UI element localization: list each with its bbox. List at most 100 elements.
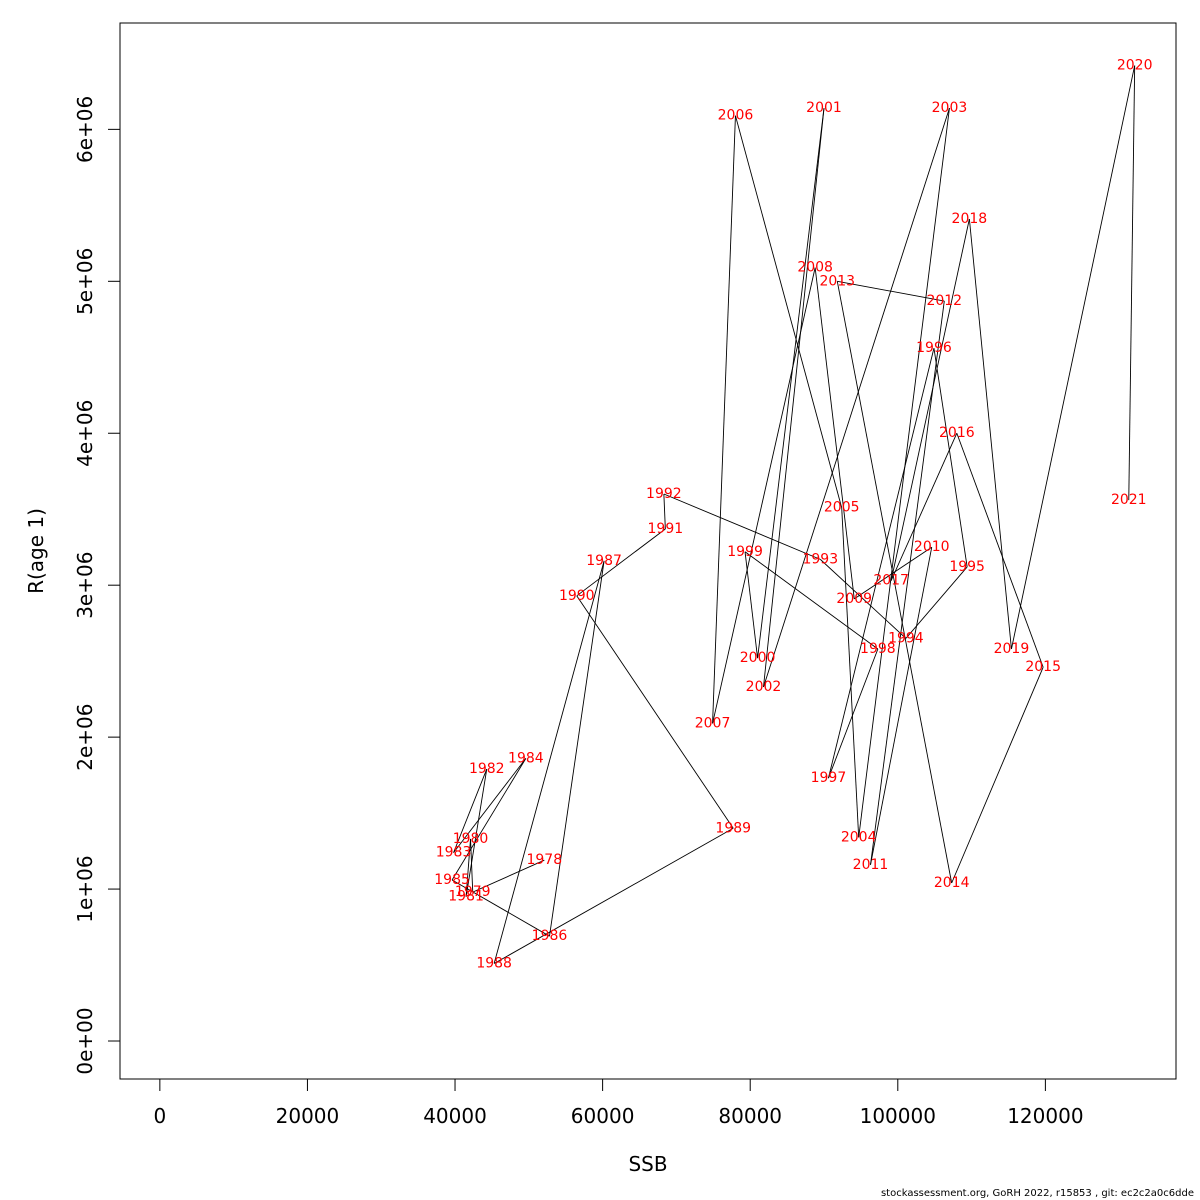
footer-credit: stockassessment.org, GoRH 2022, r15853 ,… — [880, 1188, 1194, 1199]
segment-1979-1980 — [470, 838, 474, 893]
segment-1987-1988 — [493, 560, 605, 964]
point-label-2014: 2014 — [934, 875, 970, 891]
point-label-1994: 1994 — [888, 630, 924, 646]
segment-2007-2008 — [712, 267, 816, 724]
y-tick-label: 6e+06 — [73, 96, 97, 163]
segment-1991-1992 — [663, 494, 666, 529]
x-tick-label: 120000 — [1007, 1104, 1083, 1128]
point-label-2016: 2016 — [939, 425, 975, 441]
point-label-2008: 2008 — [797, 260, 833, 276]
segment-2013-2014 — [836, 281, 953, 884]
segment-1978-1979 — [472, 859, 545, 893]
point-label-2007: 2007 — [695, 715, 731, 731]
segment-1981-1982 — [465, 768, 488, 897]
segment-1983-1984 — [453, 758, 527, 853]
segment-2006-2007 — [712, 115, 736, 724]
segment-1980-1981 — [465, 838, 471, 897]
segment-1995-1996 — [933, 348, 968, 568]
x-tick-label: 40000 — [423, 1104, 487, 1128]
point-label-2000: 2000 — [740, 650, 776, 666]
point-label-2010: 2010 — [914, 539, 950, 555]
segment-1997-1998 — [828, 648, 879, 779]
point-label-1997: 1997 — [811, 770, 847, 786]
segment-2015-2016 — [956, 433, 1044, 668]
segment-1985-1986 — [451, 879, 550, 937]
segment-1984-1985 — [451, 758, 527, 881]
point-label-2002: 2002 — [746, 679, 782, 695]
segment-2017-2018 — [890, 218, 970, 581]
y-tick-label: 1e+06 — [73, 855, 97, 922]
segment-2005-2006 — [735, 115, 843, 508]
segment-2004-2005 — [841, 507, 860, 838]
point-label-1996: 1996 — [916, 340, 952, 356]
point-label-2005: 2005 — [824, 500, 860, 516]
segment-1986-1987 — [549, 560, 605, 937]
segment-2008-2009 — [814, 267, 855, 599]
y-tick-label: 4e+06 — [73, 400, 97, 467]
point-label-2013: 2013 — [819, 273, 855, 289]
point-label-1988: 1988 — [476, 956, 512, 972]
plot-frame — [119, 22, 1177, 1080]
point-label-1995: 1995 — [949, 559, 985, 575]
y-tick-label: 3e+06 — [73, 552, 97, 619]
x-tick-label: 80000 — [718, 1104, 782, 1128]
segment-2014-2015 — [951, 667, 1044, 884]
segment-1996-1997 — [827, 348, 935, 779]
point-label-2017: 2017 — [873, 573, 909, 589]
segment-1999-2000 — [744, 551, 759, 659]
segment-1989-1990 — [576, 595, 734, 829]
point-label-2011: 2011 — [853, 857, 889, 873]
point-label-2021: 2021 — [1111, 492, 1147, 508]
segment-2002-2003 — [763, 107, 950, 688]
point-label-2009: 2009 — [836, 591, 872, 607]
x-tick-label: 100000 — [860, 1104, 936, 1128]
x-axis: 0 20000 40000 60000 80000 100000 120000 — [153, 1078, 1084, 1128]
x-tick-label: 60000 — [571, 1104, 635, 1128]
point-label-1981: 1981 — [448, 889, 484, 905]
point-label-1990: 1990 — [559, 588, 595, 604]
segment-2020-2021 — [1128, 65, 1136, 501]
point-label-2012: 2012 — [926, 293, 962, 309]
y-tick-label: 5e+06 — [73, 248, 97, 315]
point-label-1991: 1991 — [648, 521, 684, 537]
segment-1982-1983 — [453, 768, 488, 853]
point-label-1985: 1985 — [434, 872, 470, 888]
point-label-1980: 1980 — [453, 831, 489, 847]
point-label-2019: 2019 — [994, 641, 1030, 657]
y-axis: 0e+00 1e+06 2e+06 3e+06 4e+06 5e+06 6e+06 — [73, 96, 121, 1075]
point-label-1989: 1989 — [715, 820, 751, 836]
y-axis-title: R(age 1) — [24, 508, 48, 594]
segment-1993-1994 — [820, 559, 907, 639]
segment-2010-2011 — [870, 547, 933, 865]
point-label-2004: 2004 — [841, 829, 877, 845]
point-label-1987: 1987 — [586, 553, 622, 569]
y-tick-label: 2e+06 — [73, 704, 97, 771]
segment-2003-2004 — [858, 108, 950, 838]
segment-2018-2019 — [968, 218, 1012, 650]
segment-2019-2020 — [1010, 65, 1136, 650]
x-tick-label: 0 — [153, 1104, 166, 1128]
point-label-1992: 1992 — [646, 486, 682, 502]
point-label-2015: 2015 — [1025, 659, 1061, 675]
segment-2016-2017 — [890, 433, 958, 581]
recruitment-series — [451, 65, 1136, 964]
point-label-1979: 1979 — [455, 884, 491, 900]
segment-1990-1991 — [576, 528, 666, 597]
point-label-2006: 2006 — [718, 108, 754, 124]
x-tick-label: 20000 — [276, 1104, 340, 1128]
point-label-1999: 1999 — [727, 544, 763, 560]
segment-2012-2013 — [837, 280, 945, 302]
point-label-1978: 1978 — [526, 852, 562, 868]
segment-1998-1999 — [744, 551, 879, 650]
y-tick-label: 0e+00 — [73, 1007, 97, 1074]
segment-2011-2012 — [870, 300, 945, 865]
point-label-2018: 2018 — [952, 211, 988, 227]
year-labels: 1978 1979 1980 1981 1982 1983 1984 1985 1986 1987… — [434, 58, 1152, 972]
segment-2001-2002 — [763, 108, 825, 688]
point-label-1983: 1983 — [436, 845, 472, 861]
point-label-2001: 2001 — [806, 100, 842, 116]
point-label-2020: 2020 — [1117, 58, 1153, 74]
point-label-1984: 1984 — [508, 750, 544, 766]
segment-1992-1993 — [663, 493, 821, 560]
